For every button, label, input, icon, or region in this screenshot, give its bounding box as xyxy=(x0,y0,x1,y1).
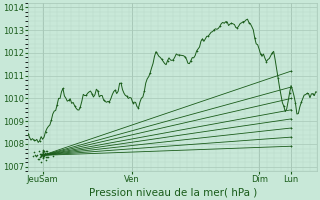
X-axis label: Pression niveau de la mer( hPa ): Pression niveau de la mer( hPa ) xyxy=(89,187,257,197)
